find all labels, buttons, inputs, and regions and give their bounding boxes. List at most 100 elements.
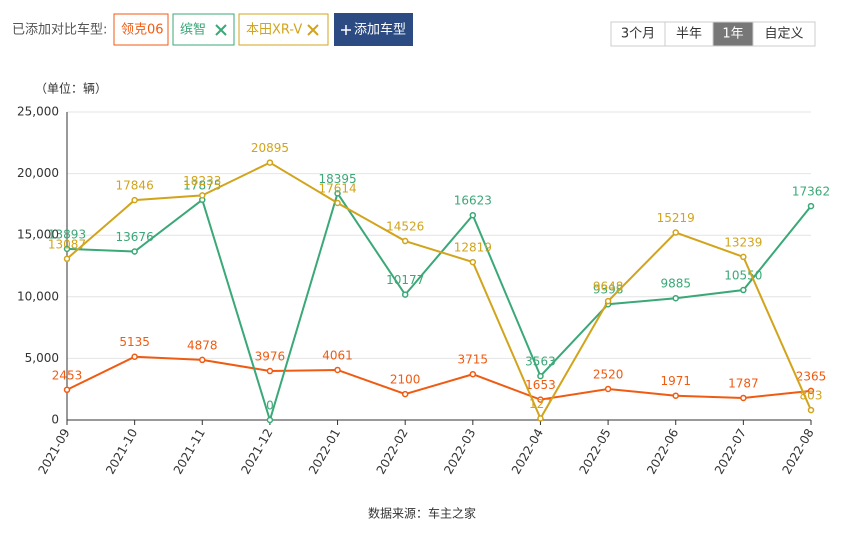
- point: [537, 415, 544, 422]
- value-label: 2520: [593, 367, 624, 381]
- point: [63, 386, 71, 394]
- point: [63, 255, 71, 263]
- tag-border: [172, 13, 235, 46]
- value-label: 18395: [318, 172, 356, 186]
- point: [199, 192, 206, 199]
- value-label: 13087: [48, 237, 86, 251]
- x-tick-label: 2022-02: [374, 426, 411, 476]
- x-tick-label: 2021-11: [171, 426, 208, 476]
- series-line: [66, 161, 812, 421]
- button-label: 添加车型: [354, 22, 406, 38]
- x-tick-label: 2022-04: [509, 426, 546, 476]
- point: [131, 196, 138, 204]
- x-tick-label: 2022-07: [712, 426, 749, 476]
- value-label: 10177: [386, 273, 424, 287]
- y-tick-label: 0: [51, 413, 59, 427]
- value-label: 5135: [119, 335, 150, 349]
- y-tick-label: 15,000: [17, 228, 59, 242]
- tag[interactable]: 缤智: [172, 13, 235, 46]
- x-tick-label: 2022-08: [779, 426, 816, 476]
- value-label: 4061: [322, 348, 353, 362]
- y-tick-label: 5,000: [25, 351, 59, 365]
- value-label: 1787: [728, 376, 759, 390]
- point: [266, 416, 274, 424]
- value-label: 13893: [48, 227, 86, 241]
- point: [672, 294, 679, 302]
- y-tick-label: 25,000: [17, 105, 59, 119]
- point: [199, 356, 206, 364]
- value-label: 17846: [116, 179, 154, 193]
- point: [740, 253, 747, 261]
- x-tick-label: 2022-06: [644, 426, 681, 476]
- value-label: 9648: [593, 280, 624, 294]
- y-axis-label: （单位：辆）: [35, 81, 107, 96]
- range-label: 半年: [676, 27, 702, 42]
- point: [266, 367, 274, 375]
- value-label: 1971: [660, 374, 691, 388]
- point: [131, 353, 138, 360]
- value-label: 9885: [660, 277, 691, 291]
- range-button[interactable]: [664, 21, 714, 47]
- point: [672, 229, 679, 236]
- x-tick-label: 2021-09: [35, 426, 72, 476]
- point: [537, 396, 544, 403]
- point: [807, 387, 815, 395]
- value-label: 17875: [183, 178, 221, 192]
- value-label: 12819: [454, 241, 492, 255]
- point: [334, 190, 341, 197]
- tag[interactable]: 领克06: [113, 13, 169, 46]
- range-button[interactable]: [610, 21, 666, 47]
- point: [469, 211, 477, 219]
- remove-icon[interactable]: [307, 24, 319, 36]
- tag[interactable]: 本田XR-V: [238, 13, 329, 46]
- value-label: 20895: [251, 141, 289, 155]
- x-tick-label: 2022-01: [306, 426, 343, 476]
- tag-label: 本田XR-V: [246, 23, 302, 38]
- x-tick-label: 2022-05: [577, 426, 614, 476]
- point: [63, 245, 71, 253]
- range-button[interactable]: [712, 21, 754, 47]
- value-label: 2100: [390, 373, 421, 387]
- series-line: [66, 355, 812, 401]
- point: [740, 394, 747, 402]
- x-tick-label: 2021-12: [238, 426, 275, 476]
- value-label: 2453: [52, 368, 83, 382]
- point: [131, 248, 138, 255]
- point: [537, 372, 544, 380]
- value-label: 14526: [386, 220, 424, 234]
- value-label: 3976: [255, 350, 286, 364]
- point: [334, 366, 341, 374]
- point: [604, 297, 612, 305]
- value-label: 803: [800, 389, 823, 403]
- range-label: 自定义: [764, 27, 803, 42]
- add-button[interactable]: 添加车型: [334, 13, 413, 46]
- value-label: 17362: [792, 185, 830, 199]
- point: [401, 237, 409, 245]
- value-label: 18233: [183, 174, 221, 188]
- value-label: 10550: [724, 269, 762, 283]
- x-tick-label: 2021-10: [103, 426, 140, 476]
- added-label: 已添加对比车型:: [12, 22, 107, 38]
- point: [334, 199, 341, 207]
- value-label: 127: [529, 397, 552, 411]
- tag-label: 领克06: [121, 23, 164, 38]
- point: [266, 159, 274, 166]
- point: [672, 392, 679, 399]
- point: [401, 291, 409, 298]
- remove-icon[interactable]: [215, 24, 227, 36]
- value-label: 13676: [116, 230, 154, 244]
- point: [469, 370, 477, 378]
- point: [469, 258, 477, 266]
- value-label: 17614: [318, 181, 356, 195]
- range-label: 3个月: [621, 27, 655, 42]
- range-buttons: 3个月 半年 1年 自定义: [610, 21, 816, 47]
- range-button[interactable]: [752, 21, 816, 47]
- range-label: 1年: [722, 27, 743, 42]
- x-tick-label: 2022-03: [441, 426, 478, 476]
- point: [807, 202, 815, 210]
- series-line: [66, 191, 812, 424]
- value-label: 3563: [525, 355, 556, 369]
- plus-icon: [341, 25, 351, 35]
- value-label: 1653: [525, 378, 556, 392]
